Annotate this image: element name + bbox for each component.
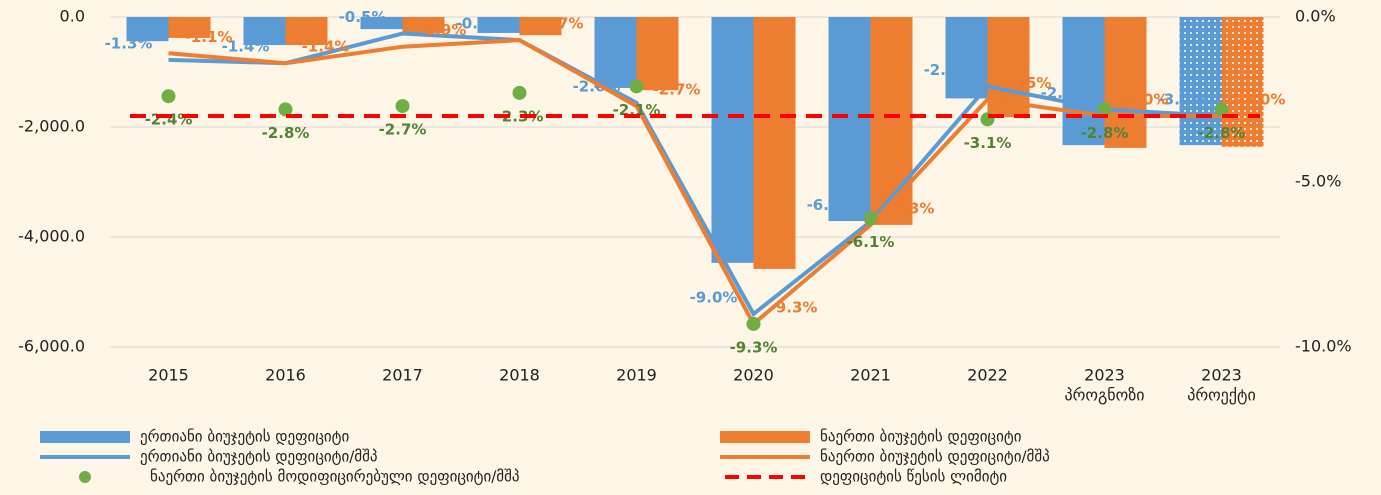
- x-tick-label: 2019: [616, 366, 657, 385]
- point: [629, 79, 644, 94]
- data-label: -2.8%: [1041, 84, 1089, 102]
- data-label: -2.8%: [1198, 124, 1246, 142]
- bar: [636, 17, 679, 91]
- y2-tick-label: 0.0%: [1295, 7, 1336, 26]
- point: [1214, 102, 1229, 117]
- data-label: -9.0%: [690, 289, 738, 307]
- x-tick-label: 2016: [265, 366, 306, 385]
- data-label: -0.5%: [339, 8, 387, 26]
- bar: [1062, 17, 1105, 146]
- bar: [711, 17, 754, 263]
- legend-label: ნაერთი ბიუჯეტის დეფიციტი/მშპ: [820, 448, 1050, 466]
- data-label: -0.7%: [536, 15, 584, 33]
- data-label: -3.0%: [1158, 91, 1206, 109]
- point: [161, 89, 176, 104]
- data-label: -2.7%: [379, 121, 427, 139]
- legend-label: ერთიანი ბიუჯეტის დეფიციტი/მშპ: [140, 448, 378, 466]
- data-label: -2.7%: [653, 81, 701, 99]
- point: [395, 99, 410, 114]
- legend-label: ნაერთი ბიუჯეტის დეფიციტი: [820, 428, 1022, 446]
- data-label: -6.1%: [847, 233, 895, 251]
- data-label: -1.4%: [222, 38, 270, 56]
- y2-tick-label: -5.0%: [1295, 172, 1341, 191]
- data-label: -0.7%: [456, 15, 504, 33]
- point: [278, 102, 293, 117]
- bar: [519, 17, 562, 36]
- x-tick-label: 2018: [499, 366, 540, 385]
- data-label: -1.4%: [302, 38, 350, 56]
- legend-swatch: [79, 471, 91, 483]
- y-tick-label: -6,000.0: [18, 337, 85, 356]
- y2-tick-label: -10.0%: [1295, 337, 1352, 356]
- bar-pattern: [1221, 17, 1264, 147]
- x-tick-label: 2021: [850, 366, 891, 385]
- bar: [945, 17, 988, 99]
- point: [1097, 102, 1112, 117]
- line: [168, 31, 1222, 318]
- data-label: -2.1%: [924, 61, 972, 79]
- legend-swatch: [40, 431, 130, 443]
- x-tick-label: 2022: [967, 366, 1008, 385]
- data-label: -2.5%: [1004, 74, 1052, 92]
- bar: [594, 17, 637, 88]
- y-tick-label: -2,000.0: [18, 117, 85, 136]
- point: [863, 211, 878, 226]
- data-label: -3.0%: [1238, 91, 1286, 109]
- x-tick-label: პროგნოზი: [1065, 386, 1145, 405]
- data-label: -1.3%: [105, 34, 153, 52]
- legend-label: დეფიციტის წესის ლიმიტი: [820, 468, 1007, 486]
- y-tick-label: -4,000.0: [18, 227, 85, 246]
- data-label: -9.3%: [730, 338, 778, 356]
- data-label: -2.4%: [145, 111, 193, 129]
- bar: [243, 17, 286, 46]
- x-tick-label: 2015: [148, 366, 189, 385]
- legend-swatch: [720, 431, 810, 443]
- data-label: -2.8%: [262, 124, 310, 142]
- data-label: -6.3%: [887, 199, 935, 217]
- bar: [753, 17, 796, 269]
- x-tick-label: 2023: [1201, 366, 1242, 385]
- bar: [360, 17, 403, 30]
- data-label: -1.1%: [185, 28, 233, 46]
- point: [746, 316, 761, 331]
- x-tick-label: პროექტი: [1187, 386, 1256, 405]
- bar: [828, 17, 871, 222]
- x-tick-label: 2023: [1084, 366, 1125, 385]
- data-label: -3.0%: [1121, 91, 1169, 109]
- bar: [870, 17, 913, 225]
- data-label: -2.3%: [496, 107, 544, 125]
- legend-label: ნაერთი ბიუჯეტის მოდიფიცირებული დეფიციტი/…: [150, 468, 520, 486]
- point: [512, 85, 527, 100]
- x-tick-label: 2020: [733, 366, 774, 385]
- x-tick-label: 2017: [382, 366, 423, 385]
- bar: [1104, 17, 1147, 148]
- bar: [285, 17, 328, 46]
- data-label: -9.3%: [770, 298, 818, 316]
- y-tick-label: 0.0: [60, 7, 85, 26]
- bar: [402, 17, 445, 33]
- data-label: -2.8%: [1081, 124, 1129, 142]
- bar: [126, 17, 169, 42]
- bar: [168, 17, 211, 38]
- bar: [477, 17, 520, 33]
- bar-pattern: [1179, 17, 1222, 146]
- legend-label: ერთიანი ბიუჯეტის დეფიციტი: [140, 428, 349, 446]
- data-label: -3.1%: [964, 134, 1012, 152]
- data-label: -6.2%: [807, 196, 855, 214]
- data-label: -0.9%: [419, 21, 467, 39]
- line: [168, 38, 1222, 328]
